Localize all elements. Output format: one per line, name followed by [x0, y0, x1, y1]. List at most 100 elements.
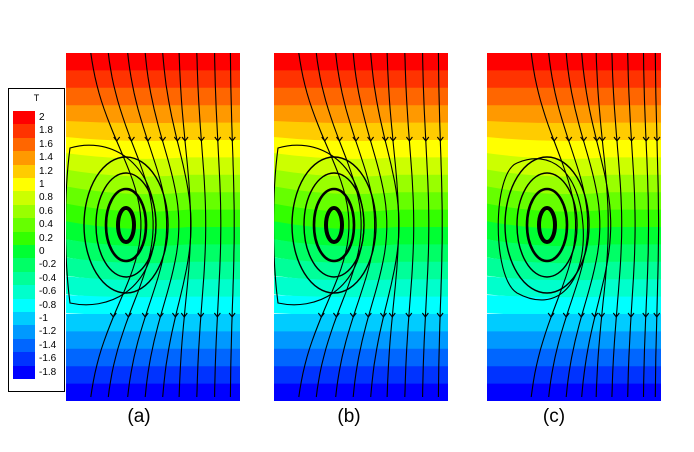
- temperature-band: [274, 105, 448, 124]
- temperature-band: [487, 295, 661, 316]
- temperature-band: [66, 331, 240, 350]
- vortex-loop: [324, 206, 344, 244]
- legend-label: 1: [39, 179, 45, 190]
- flow-arrow: [197, 136, 205, 142]
- flow-arrow: [367, 136, 375, 142]
- flow-arrow: [421, 312, 429, 318]
- vortex-loop: [516, 172, 578, 278]
- temperature-band: [487, 87, 661, 106]
- streamline: [127, 53, 168, 398]
- legend-swatch: [13, 245, 35, 259]
- legend-label: -1.2: [39, 326, 57, 338]
- temperature-band: [274, 295, 448, 316]
- legend-label: -0.8: [39, 299, 57, 311]
- contour-panel-c: [487, 53, 661, 401]
- streamline: [107, 53, 154, 398]
- legend-swatch: [13, 204, 35, 219]
- streamlines: [497, 53, 661, 398]
- temperature-band: [274, 70, 448, 89]
- temperature-band: [487, 169, 661, 195]
- temperature-band: [487, 276, 661, 299]
- flow-arrow: [352, 136, 360, 142]
- legend-label: -1.8: [39, 366, 57, 378]
- streamline: [530, 53, 577, 398]
- flow-arrow: [389, 136, 397, 142]
- legend-swatch: [13, 178, 35, 192]
- temperature-band: [487, 70, 661, 89]
- temperature-band: [274, 153, 448, 178]
- legend-label: 2: [39, 112, 45, 123]
- flow-arrow: [547, 312, 555, 318]
- streamline: [654, 53, 660, 398]
- vortex-loop: [104, 187, 148, 263]
- flow-arrow: [591, 312, 599, 318]
- temperature-band: [66, 121, 240, 142]
- legend-swatch: [13, 137, 35, 152]
- temperature-band: [66, 348, 240, 367]
- flow-arrow: [321, 136, 329, 142]
- streamline: [595, 53, 609, 398]
- legend-label: 1.4: [39, 152, 53, 164]
- flow-arrow: [214, 136, 222, 142]
- flow-arrow: [642, 136, 650, 142]
- flow-arrow: [436, 136, 444, 142]
- legend-label: 0.8: [39, 192, 53, 204]
- temperature-band: [487, 105, 661, 124]
- temperature-band: [274, 331, 448, 350]
- flow-arrow: [173, 136, 181, 142]
- temperature-band: [66, 169, 240, 195]
- streamline: [642, 53, 650, 398]
- legend-title: T: [33, 93, 40, 103]
- legend-swatch: [13, 352, 35, 366]
- flow-arrow: [197, 312, 205, 318]
- temperature-band: [487, 383, 661, 401]
- flow-arrow: [593, 136, 601, 142]
- streamline: [611, 53, 623, 398]
- flow-arrow: [159, 136, 167, 142]
- flow-arrow: [550, 136, 558, 142]
- flow-arrow: [580, 136, 588, 142]
- temperature-band: [487, 53, 661, 72]
- temperature-band: [66, 257, 240, 282]
- temperature-band: [274, 276, 448, 299]
- legend-swatch: [13, 298, 35, 312]
- streamline: [627, 53, 636, 398]
- temperature-band: [487, 221, 661, 248]
- flow-arrow: [562, 312, 570, 318]
- flow-arrow: [598, 136, 606, 142]
- flow-arrow: [436, 312, 444, 318]
- flow-arrow: [332, 312, 340, 318]
- legend-label: -0.4: [39, 272, 57, 284]
- legend-swatch: [13, 258, 35, 272]
- temperature-band: [274, 348, 448, 367]
- temperature-band: [487, 331, 661, 350]
- legend-label: -1.4: [39, 339, 57, 351]
- vortex-loop: [116, 206, 136, 244]
- flow-arrow: [598, 312, 606, 318]
- legend-swatch: [13, 111, 35, 125]
- legend-swatch: [13, 164, 35, 178]
- temperature-band: [487, 203, 661, 230]
- flow-arrow: [405, 312, 413, 318]
- legend-swatch: [13, 218, 35, 232]
- streamline: [298, 53, 350, 398]
- temperature-band: [487, 366, 661, 385]
- streamline: [581, 53, 612, 398]
- flow-arrow: [628, 136, 635, 142]
- temperature-band: [66, 137, 240, 160]
- streamline: [90, 53, 142, 398]
- flow-arrow: [228, 136, 236, 142]
- temperature-band: [274, 137, 448, 160]
- vortex-loop: [291, 156, 377, 294]
- temperature-band: [274, 121, 448, 142]
- legend-swatch: [13, 191, 35, 205]
- legend-swatch: [13, 312, 35, 326]
- legend-label: 0.2: [39, 232, 53, 244]
- flow-arrow: [612, 312, 620, 318]
- vortex-loop: [504, 156, 590, 294]
- streamline: [565, 53, 601, 398]
- vortex-loop: [525, 187, 569, 263]
- legend-swatch: [13, 285, 35, 299]
- flow-arrow: [171, 312, 179, 318]
- temperature-band: [66, 70, 240, 89]
